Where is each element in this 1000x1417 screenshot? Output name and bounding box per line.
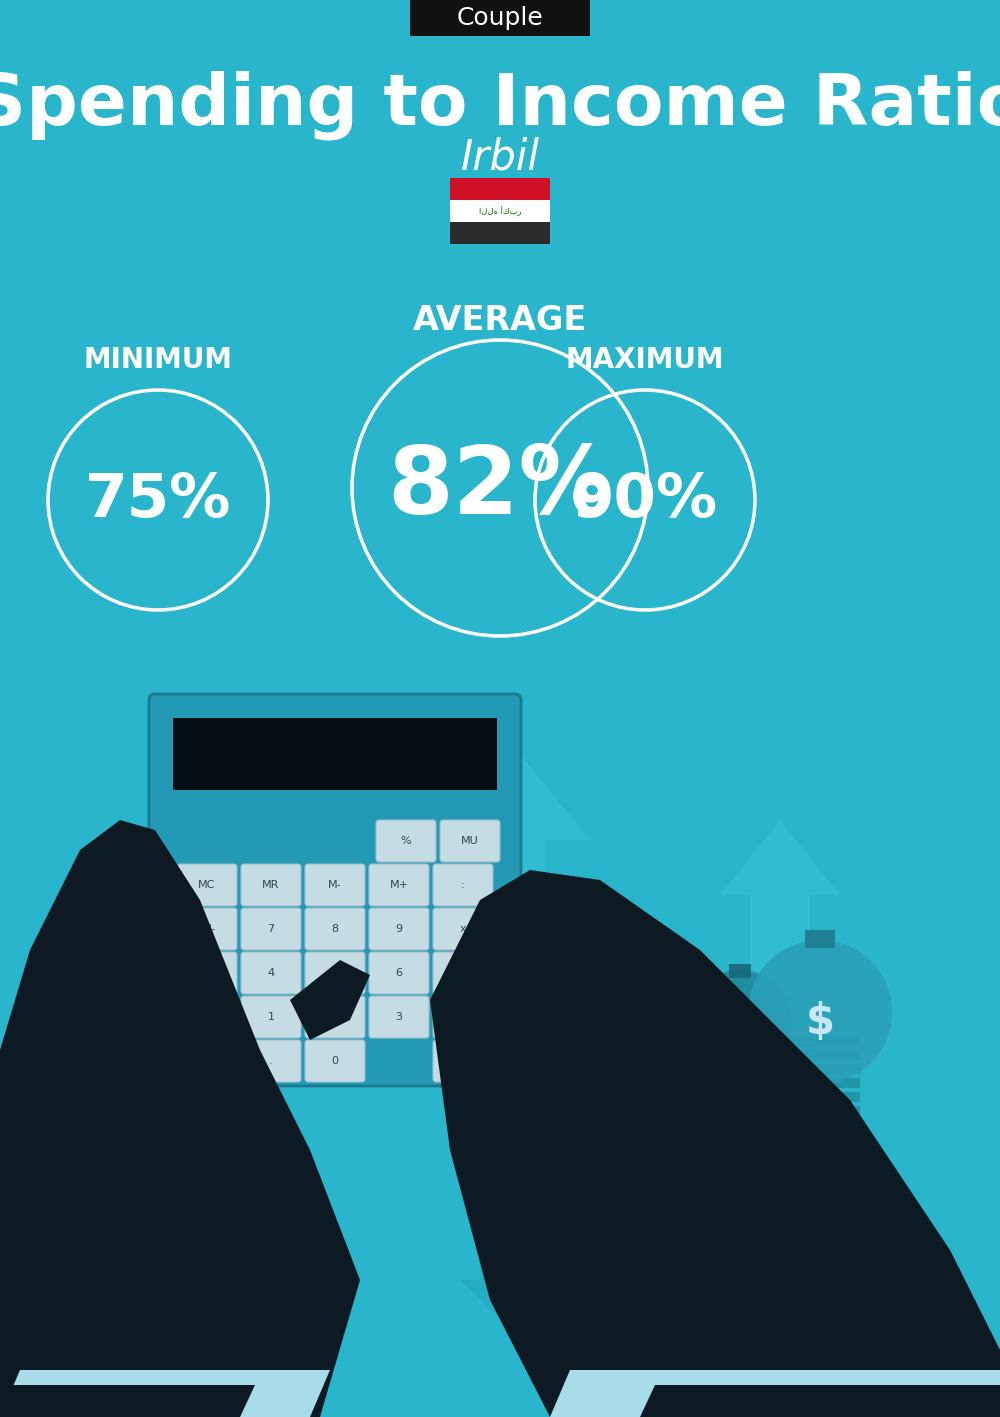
Text: :: : (461, 880, 465, 890)
Bar (729, 964, 751, 978)
Text: x: x (460, 924, 466, 934)
Circle shape (748, 939, 892, 1084)
FancyBboxPatch shape (369, 908, 429, 949)
Bar (410, 0, 590, 35)
FancyBboxPatch shape (241, 1040, 301, 1083)
FancyBboxPatch shape (177, 864, 237, 905)
FancyBboxPatch shape (177, 996, 237, 1039)
Bar (173, 718, 497, 791)
Bar (660, 1340, 690, 1400)
Text: 75%: 75% (85, 470, 231, 530)
FancyBboxPatch shape (433, 1040, 493, 1083)
Text: Irbil: Irbil (460, 137, 540, 179)
FancyBboxPatch shape (433, 864, 493, 905)
Text: M+: M+ (390, 880, 409, 890)
Text: M-: M- (328, 880, 342, 890)
Text: =: = (458, 1056, 468, 1066)
FancyBboxPatch shape (177, 908, 237, 949)
FancyBboxPatch shape (369, 864, 429, 905)
Text: 6: 6 (396, 968, 402, 978)
Polygon shape (0, 1370, 330, 1417)
Polygon shape (0, 820, 360, 1417)
Text: $: $ (730, 1016, 750, 1044)
Bar (592, 1050, 648, 1151)
Bar (750, 1049, 860, 1060)
Text: MINIMUM: MINIMUM (84, 346, 232, 374)
FancyBboxPatch shape (241, 864, 301, 905)
FancyBboxPatch shape (369, 996, 429, 1039)
FancyBboxPatch shape (305, 864, 365, 905)
Text: 82%: 82% (387, 442, 613, 534)
FancyBboxPatch shape (433, 996, 493, 1039)
Text: 2: 2 (331, 1012, 339, 1022)
Bar (750, 1105, 860, 1117)
FancyBboxPatch shape (369, 952, 429, 993)
Polygon shape (0, 1384, 255, 1417)
Text: 7: 7 (267, 924, 275, 934)
Text: +/-: +/- (198, 924, 216, 934)
Text: Spending to Income Ratio: Spending to Income Ratio (0, 71, 1000, 140)
Bar (450, 200, 550, 222)
Text: -: - (461, 968, 465, 978)
Text: +: + (458, 1012, 468, 1022)
Text: 3: 3 (396, 1012, 402, 1022)
FancyBboxPatch shape (305, 996, 365, 1039)
Text: الله أكبر: الله أكبر (479, 205, 521, 215)
Text: .: . (269, 1056, 273, 1066)
Polygon shape (640, 1384, 1000, 1417)
Text: MAXIMUM: MAXIMUM (566, 346, 724, 374)
Bar (750, 1034, 860, 1046)
FancyBboxPatch shape (177, 1040, 237, 1083)
FancyBboxPatch shape (433, 952, 493, 993)
FancyBboxPatch shape (241, 952, 301, 993)
Bar (450, 222, 550, 244)
Text: 4: 4 (267, 968, 275, 978)
Text: 00: 00 (200, 1056, 214, 1066)
Polygon shape (460, 1280, 780, 1417)
Polygon shape (430, 870, 1000, 1417)
FancyBboxPatch shape (440, 820, 500, 862)
FancyBboxPatch shape (149, 694, 521, 1085)
FancyBboxPatch shape (376, 820, 436, 862)
Bar (455, 840, 545, 1151)
FancyBboxPatch shape (433, 908, 493, 949)
Text: MR: MR (262, 880, 280, 890)
Circle shape (688, 971, 792, 1074)
Text: AVERAGE: AVERAGE (413, 303, 587, 336)
Text: MU: MU (461, 836, 479, 846)
Text: 9: 9 (395, 924, 403, 934)
Text: 5: 5 (332, 968, 338, 978)
Bar (450, 179, 550, 200)
FancyBboxPatch shape (305, 1040, 365, 1083)
Bar (750, 1091, 860, 1102)
Text: C/A: C/A (197, 1012, 217, 1022)
Text: ►: ► (203, 968, 211, 978)
Text: 90%: 90% (572, 470, 718, 530)
Text: MC: MC (198, 880, 216, 890)
Bar (750, 1077, 860, 1088)
FancyBboxPatch shape (241, 908, 301, 949)
Text: 8: 8 (331, 924, 339, 934)
Text: Couple: Couple (457, 6, 543, 30)
Text: $: $ (806, 1000, 834, 1043)
Text: 0: 0 (332, 1056, 338, 1066)
FancyBboxPatch shape (241, 996, 301, 1039)
FancyBboxPatch shape (305, 952, 365, 993)
Bar (750, 1119, 860, 1129)
Text: %: % (401, 836, 411, 846)
Bar (805, 930, 835, 948)
FancyBboxPatch shape (305, 908, 365, 949)
Bar (480, 1050, 760, 1280)
Polygon shape (550, 1370, 1000, 1417)
Bar (750, 1063, 860, 1074)
Polygon shape (410, 730, 590, 840)
FancyBboxPatch shape (177, 952, 237, 993)
Text: 1: 1 (268, 1012, 274, 1022)
Polygon shape (720, 820, 840, 896)
Polygon shape (290, 959, 370, 1040)
Bar (750, 896, 810, 1095)
